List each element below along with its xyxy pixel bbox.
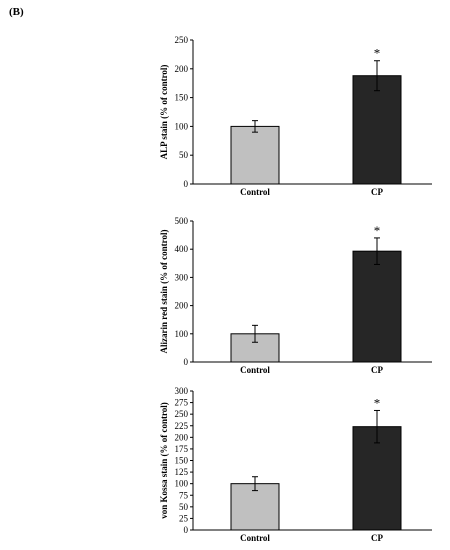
chart-1-y-tick-label: 50 xyxy=(179,150,189,160)
chart-2-y-tick-label: 200 xyxy=(175,301,189,311)
chart-1-y-tick-label: 250 xyxy=(175,35,189,45)
chart-2-y-tick-label: 300 xyxy=(175,272,189,282)
chart-3-y-tick-label: 50 xyxy=(179,502,189,512)
chart-1-y-tick-label: 150 xyxy=(175,93,189,103)
chart-3-x-tick-label: CP xyxy=(371,533,383,543)
chart-3-y-tick-label: 25 xyxy=(179,513,189,523)
panel-label: (B) xyxy=(9,6,24,18)
chart-2-y-tick-label: 400 xyxy=(175,244,189,254)
chart-2-y-tick-label: 0 xyxy=(184,357,189,367)
chart-2-significance-mark: * xyxy=(374,223,381,238)
chart-1-x-tick-label: CP xyxy=(371,187,383,197)
chart-1-y-tick-label: 200 xyxy=(175,64,189,74)
chart-3-y-tick-label: 300 xyxy=(175,386,189,396)
chart-3-y-tick-label: 0 xyxy=(184,525,189,535)
chart-2-y-axis-title: Alizarin red stain (% of control) xyxy=(159,230,169,354)
chart-1-y-tick-label: 0 xyxy=(184,179,189,189)
chart-3-bar-control xyxy=(230,483,280,531)
chart-2-y-tick-label: 500 xyxy=(175,216,189,226)
chart-3-x-tick-label: Control xyxy=(240,533,270,543)
chart-3-y-tick-label: 275 xyxy=(175,398,189,408)
chart-3-y-tick-label: 200 xyxy=(175,432,189,442)
chart-3-y-tick-label: 75 xyxy=(179,490,189,500)
chart-1-x-tick-label: Control xyxy=(240,187,270,197)
chart-3-significance-mark: * xyxy=(374,395,381,410)
chart-1-y-axis-title: ALP stain (% of control) xyxy=(159,65,169,160)
chart-3-y-tick-label: 125 xyxy=(175,467,189,477)
chart-3-y-tick-label: 150 xyxy=(175,456,189,466)
chart-3-y-axis-title: von Kossa stain (% of control) xyxy=(159,402,169,519)
chart-1-y-tick-label: 100 xyxy=(175,121,189,131)
chart-3-y-tick-label: 100 xyxy=(175,479,189,489)
chart-3-y-tick-label: 250 xyxy=(175,409,189,419)
chart-3-y-tick-label: 175 xyxy=(175,444,189,454)
chart-3-y-tick-label: 225 xyxy=(175,421,189,431)
chart-2-y-tick-label: 100 xyxy=(175,329,189,339)
chart-1-significance-mark: * xyxy=(374,46,381,61)
chart-1-bar-control xyxy=(230,125,280,185)
chart-1-bar-cp xyxy=(352,75,402,185)
chart-2-x-tick-label: CP xyxy=(371,365,383,375)
chart-2-x-tick-label: Control xyxy=(240,365,270,375)
chart-2-bar-cp xyxy=(352,250,402,363)
